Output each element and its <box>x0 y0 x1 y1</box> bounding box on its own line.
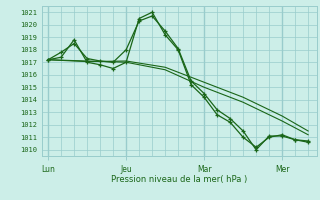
X-axis label: Pression niveau de la mer( hPa ): Pression niveau de la mer( hPa ) <box>111 175 247 184</box>
